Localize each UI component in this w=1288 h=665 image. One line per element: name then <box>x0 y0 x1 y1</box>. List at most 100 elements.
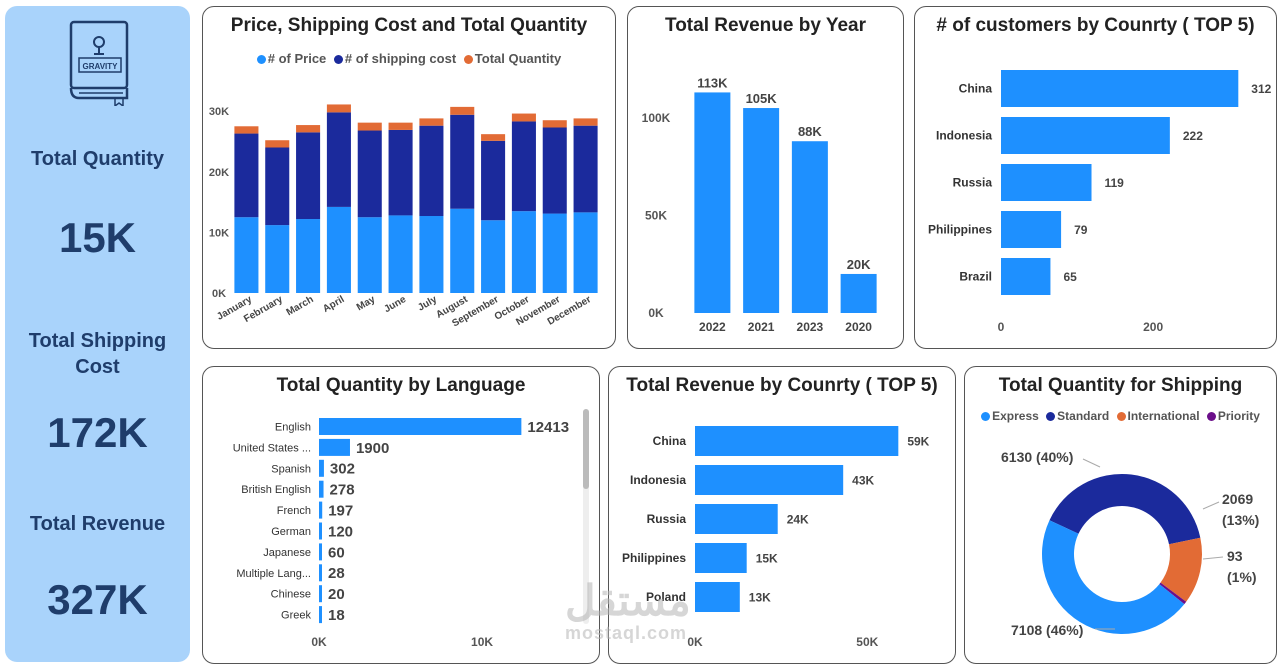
bar-total-quantity-january <box>234 126 259 134</box>
x-tick-label: 10K <box>471 635 493 649</box>
x-tick-label-2020: 2020 <box>845 320 872 334</box>
data-label-french: 197 <box>328 502 353 519</box>
leader-line-international <box>1202 501 1220 510</box>
bar-multiple-lang <box>319 564 322 582</box>
data-label-2023: 88K <box>798 124 822 139</box>
legend-item-standard[interactable]: Standard <box>1046 409 1109 423</box>
x-tick-label: 0K <box>311 635 327 649</box>
bar-total-quantity-march <box>296 125 321 133</box>
kpi-label-total-quantity: Total Quantity <box>31 148 164 170</box>
bar-year-2023 <box>791 141 828 313</box>
bar-of-price-june <box>388 215 413 293</box>
card-quantity-by-language[interactable]: Total Quantity by Language English 12413 U… <box>202 366 600 664</box>
x-tick-label-2022: 2022 <box>699 320 726 334</box>
leader-line-priority <box>1202 556 1224 560</box>
card-revenue-by-year[interactable]: Total Revenue by Year 0K 50K 100K 113K 2022 1… <box>627 6 904 349</box>
customers-by-country-chart: China 312 Indonesia 222 Russia 119 Philippines… <box>928 70 1272 334</box>
bar-total-quantity-october <box>511 113 536 122</box>
data-label-spanish: 302 <box>330 461 355 478</box>
bar-of-price-december <box>573 212 598 293</box>
bar-total-quantity-september <box>481 134 506 141</box>
bar-of-shipping-cost-february <box>265 147 290 226</box>
bar-of-price-august <box>450 208 475 293</box>
data-label-british-english: 278 <box>330 482 355 499</box>
data-label-greek: 18 <box>328 607 345 624</box>
legend-item-shipping-cost[interactable]: # of shipping cost <box>333 51 456 66</box>
bar-of-price-january <box>234 217 259 293</box>
bar-poland <box>695 582 740 612</box>
legend-price-shipping-quantity: # of Price # of shipping cost Total Quan… <box>203 51 615 66</box>
category-label-china: China <box>959 82 993 96</box>
category-label-brazil: Brazil <box>959 270 992 284</box>
kpi-label-total-shipping-cost: Total Shipping Cost <box>28 330 167 378</box>
bar-of-shipping-cost-june <box>388 129 413 216</box>
bar-of-shipping-cost-august <box>450 114 475 209</box>
data-label-standard: 6130 (40%) <box>1001 449 1073 465</box>
bar-china <box>1001 70 1239 107</box>
chart-title-price-shipping-quantity: Price, Shipping Cost and Total Quantity <box>230 15 588 36</box>
data-label-indonesia: 222 <box>1183 129 1203 143</box>
bar-total-quantity-november <box>542 120 567 128</box>
category-label-philippines: Philippines <box>622 551 686 565</box>
legend-item-express[interactable]: Express <box>981 409 1039 423</box>
y-tick-label: 100K <box>642 111 671 125</box>
donut-slice-express <box>1042 520 1185 635</box>
x-tick-label: 200 <box>1143 320 1163 334</box>
scrollbar-track[interactable] <box>583 409 589 624</box>
bar-of-price-november <box>542 213 567 293</box>
category-label-russia: Russia <box>953 176 993 190</box>
scrollbar-thumb[interactable] <box>583 409 589 489</box>
card-customers-by-country[interactable]: # of customers by Counrty ( TOP 5) China… <box>914 6 1277 349</box>
bar-spanish <box>319 459 324 477</box>
chart-title-customers-by-country: # of customers by Counrty ( TOP 5) <box>936 15 1255 36</box>
chart-title-revenue-by-year: Total Revenue by Year <box>665 15 866 36</box>
bar-total-quantity-february <box>265 140 290 148</box>
y-tick-label: 20K <box>209 167 229 179</box>
data-label-russia: 24K <box>787 512 809 526</box>
kpi-sidebar: GRAVITY Total Quantity 15K Total Shippin… <box>5 6 190 662</box>
category-label-french: French <box>277 505 311 517</box>
data-label-priority: 93 <box>1227 548 1243 564</box>
category-label-japanese: Japanese <box>263 547 311 559</box>
x-tick-label-april: April <box>321 294 346 315</box>
bar-russia <box>695 504 778 534</box>
card-quantity-for-shipping[interactable]: Total Quantity for Shipping Express Stan… <box>964 366 1277 664</box>
bar-year-2022 <box>694 92 731 313</box>
chart-title-quantity-for-shipping: Total Quantity for Shipping <box>998 375 1243 396</box>
bar-of-shipping-cost-november <box>542 127 567 214</box>
bar-of-shipping-cost-october <box>511 121 536 212</box>
y-tick-label: 30K <box>209 106 229 118</box>
bar-chinese <box>319 585 322 603</box>
bar-of-shipping-cost-march <box>296 132 321 220</box>
category-label-poland: Poland <box>646 590 686 604</box>
y-tick-label: 50K <box>645 208 667 222</box>
x-tick-label-may: May <box>355 294 378 313</box>
kpi-value-total-revenue: 327K <box>47 576 148 623</box>
legend-item-priority[interactable]: Priority <box>1206 409 1260 423</box>
revenue-by-year-chart: 0K 50K 100K 113K 2022 105K 2021 88K 2023 20K 2020 <box>642 75 877 334</box>
revenue-by-country-chart: China 59K Indonesia 43K Russia 24K Philippines… <box>622 426 930 649</box>
bar-total-quantity-may <box>357 122 382 131</box>
card-price-shipping-quantity[interactable]: Price, Shipping Cost and Total Quantity … <box>202 6 616 349</box>
bar-indonesia <box>1001 117 1170 154</box>
x-tick-label-2023: 2023 <box>797 320 824 334</box>
logo-text: GRAVITY <box>83 62 119 71</box>
bar-total-quantity-june <box>388 122 413 130</box>
card-revenue-by-country[interactable]: Total Revenue by Counrty ( TOP 5) China 5… <box>608 366 956 664</box>
kpi-value-total-shipping-cost: 172K <box>47 409 148 456</box>
kpi-value-total-quantity: 15K <box>58 214 137 261</box>
legend-item-international[interactable]: International <box>1116 409 1200 423</box>
leader-line-standard <box>1082 458 1101 468</box>
category-label-indonesia: Indonesia <box>936 129 992 143</box>
donut-slice-standard <box>1049 473 1201 545</box>
legend-item-price[interactable]: # of Price <box>256 51 326 66</box>
x-tick-label-june: June <box>382 294 408 315</box>
watermark-latin: mostaql.com <box>565 623 688 643</box>
legend-item-total-quantity[interactable]: Total Quantity <box>463 51 561 66</box>
data-label-2020: 20K <box>847 257 871 272</box>
bar-japanese <box>319 543 322 561</box>
bar-of-price-march <box>296 219 321 293</box>
category-label-philippines: Philippines <box>928 223 992 237</box>
data-label-china: 59K <box>907 434 929 448</box>
